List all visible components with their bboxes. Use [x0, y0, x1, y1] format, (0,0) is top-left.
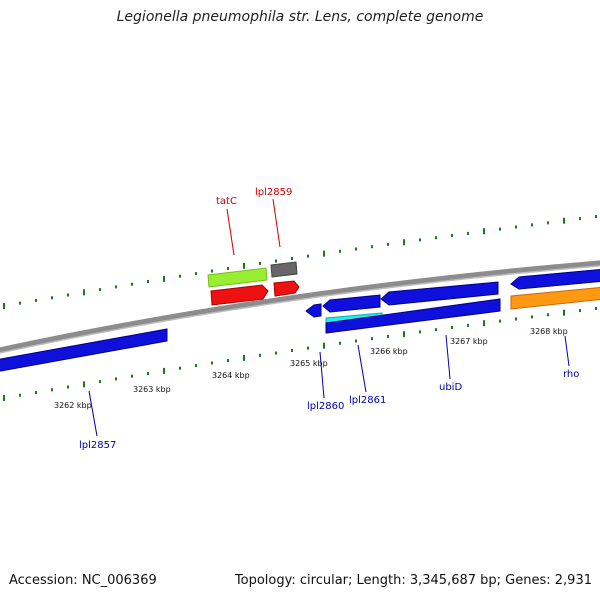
- scale-label-3268: 3268 kbp: [530, 327, 568, 336]
- feature-tatC-red[interactable]: [210, 284, 269, 306]
- gene-label-lpl2857[interactable]: lpl2857: [79, 440, 116, 451]
- map-title: Legionella pneumophila str. Lens, comple…: [116, 9, 484, 25]
- gene-label-ubiD[interactable]: ubiD: [439, 382, 462, 393]
- accession-text: Accession: NC_006369: [9, 573, 157, 588]
- connector-lpl2861: [357, 344, 367, 393]
- connector-tatC: [226, 208, 235, 256]
- scale-label-3263: 3263 kbp: [133, 385, 171, 394]
- gene-label-tatC[interactable]: tatC: [216, 196, 237, 207]
- connector-lpl2860: [319, 351, 325, 399]
- connector-ubiD: [445, 334, 451, 380]
- feature-rho-orange[interactable]: [510, 286, 600, 310]
- connector-rho: [564, 335, 570, 367]
- outer-tick-row: [3, 215, 597, 309]
- feature-tatC-green[interactable]: [207, 267, 268, 288]
- feature-rho-blue[interactable]: [510, 268, 600, 290]
- scale-label-3264: 3264 kbp: [212, 371, 250, 380]
- backbone-inner: [0, 265, 600, 354]
- feature-lpl2859-gray[interactable]: [270, 261, 298, 278]
- feature-lpl2861-blue[interactable]: [322, 294, 381, 313]
- gene-label-lpl2861[interactable]: lpl2861: [349, 395, 386, 406]
- connector-lpl2859: [272, 198, 281, 248]
- gene-label-lpl2860[interactable]: lpl2860: [307, 401, 344, 412]
- gene-label-rho[interactable]: rho: [563, 369, 579, 380]
- feature-ubiD-blue[interactable]: [380, 281, 499, 306]
- genome-summary-text: Topology: circular; Length: 3,345,687 bp…: [234, 573, 592, 588]
- scale-label-3267: 3267 kbp: [450, 337, 488, 346]
- feature-lpl2859-red[interactable]: [273, 280, 300, 297]
- scale-label-3266: 3266 kbp: [370, 347, 408, 356]
- inner-tick-row: [3, 307, 597, 401]
- scale-label-3262: 3262 kbp: [54, 401, 92, 410]
- gene-label-lpl2859[interactable]: lpl2859: [255, 187, 292, 198]
- backbone-outer: [0, 260, 600, 353]
- feature-ubiD-blue-lower[interactable]: [325, 298, 501, 334]
- scale-label-3265: 3265 kbp: [290, 359, 328, 368]
- feature-lpl2857-blue[interactable]: [0, 328, 168, 372]
- connector-lpl2857: [88, 390, 98, 437]
- feature-lpl2860-blue[interactable]: [305, 303, 322, 318]
